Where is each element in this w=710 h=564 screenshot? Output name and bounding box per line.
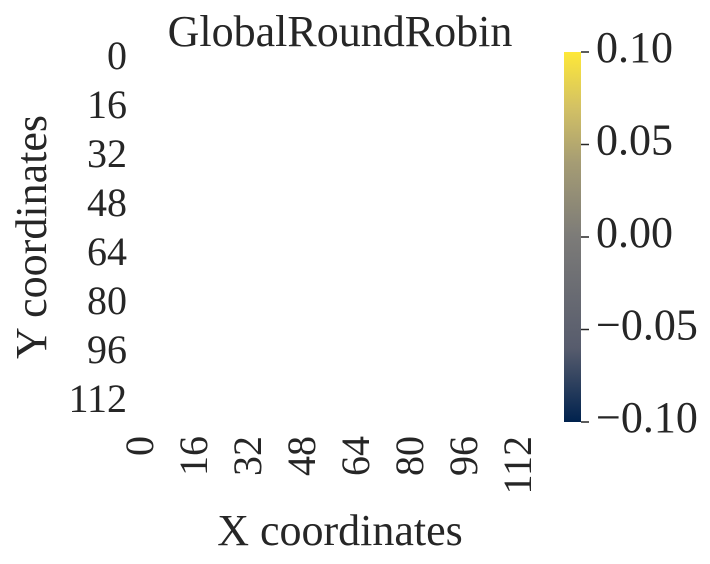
x-tick-labels: 0 16 32 48 64 80 96 112 — [117, 436, 540, 495]
y-tick-label: 16 — [87, 82, 127, 127]
x-tick-label: 96 — [441, 436, 486, 476]
colorbar-tick-label: 0.00 — [596, 208, 673, 257]
y-axis-label: Y coordinates — [7, 115, 56, 359]
x-tick-label: 80 — [387, 436, 432, 476]
y-tick-label: 64 — [87, 229, 127, 274]
colorbar — [564, 52, 581, 422]
y-tick-label: 32 — [87, 131, 127, 176]
heatmap-area — [130, 48, 550, 422]
x-tick-label: 32 — [225, 436, 270, 476]
x-tick-label: 48 — [279, 436, 324, 476]
x-tick-label: 16 — [171, 436, 216, 476]
y-tick-label: 96 — [87, 327, 127, 372]
y-tick-label: 0 — [107, 33, 127, 78]
y-tick-label: 80 — [87, 278, 127, 323]
colorbar-tick-label: −0.05 — [596, 301, 698, 350]
chart-title: GlobalRoundRobin — [168, 7, 513, 56]
y-tick-label: 112 — [68, 376, 127, 421]
colorbar-tick-label: −0.10 — [596, 393, 698, 442]
x-tick-label: 64 — [333, 436, 378, 476]
colorbar-tick-label: 0.05 — [596, 116, 673, 165]
colorbar-tick-label: 0.10 — [596, 23, 673, 72]
y-tick-label: 48 — [87, 180, 127, 225]
x-tick-label: 112 — [495, 436, 540, 495]
x-axis-label: X coordinates — [217, 506, 463, 555]
colorbar-ticks: 0.10 0.05 0.00 −0.05 −0.10 — [581, 23, 698, 442]
x-tick-label: 0 — [117, 436, 162, 456]
